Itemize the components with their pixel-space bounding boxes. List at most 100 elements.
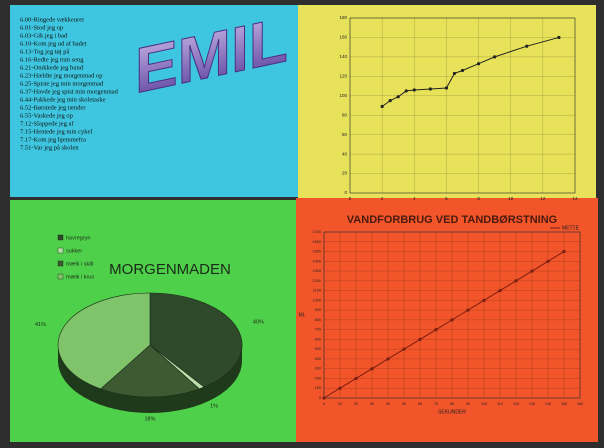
data-point: [557, 36, 560, 39]
x-tick-label: 160: [577, 402, 583, 406]
x-tick-label: 140: [545, 402, 551, 406]
y-tick-label: 20: [342, 171, 348, 176]
schedule-line: 6.21-Omkkede jeg hund: [20, 64, 84, 71]
board: EMIL 6.00-Ringede vækkeuret6.01-Stod jeg…: [0, 0, 604, 448]
data-point: [338, 387, 341, 390]
data-point: [466, 309, 469, 312]
x-tick-label: 80: [450, 402, 454, 406]
data-point: [418, 338, 421, 341]
y-tick-label: 700: [315, 328, 321, 332]
data-point: [354, 377, 357, 380]
schedule-line: 6.03-Gik jeg i bad: [20, 32, 68, 39]
schedule-line: 6.01-Stod jeg op: [20, 24, 63, 31]
data-point: [562, 250, 565, 253]
y-tick-label: 120: [339, 74, 347, 79]
data-point: [493, 55, 496, 58]
x-tick-label: 50: [402, 402, 406, 406]
x-tick-label: 20: [354, 402, 358, 406]
schedule-line: 7.17-Kom jeg hjemmefra: [20, 136, 86, 143]
schedule-line: 6.13-Tog jeg tøj på: [20, 48, 69, 55]
y-tick-label: 1500: [313, 250, 321, 254]
data-point: [546, 260, 549, 263]
y-tick-label: 1400: [313, 259, 321, 263]
x-tick-label: 14: [572, 196, 578, 201]
data-point: [405, 89, 408, 92]
y-tick-label: 40: [342, 151, 348, 156]
y-tick-label: 1000: [313, 298, 321, 302]
slice-label: 40%: [253, 320, 264, 326]
schedule-line: 6.00-Ringede vækkeuret: [20, 16, 84, 23]
y-tick-label: 200: [315, 376, 321, 380]
chart-title: MORGENMADEN: [109, 261, 231, 278]
x-tick-label: 90: [466, 402, 470, 406]
page: EMIL 6.00-Ringede vækkeuret6.01-Stod jeg…: [0, 0, 604, 448]
y-tick-label: 1600: [313, 240, 321, 244]
slice-label: 18%: [144, 416, 155, 422]
y-axis-label: ML: [299, 312, 306, 318]
data-point: [402, 348, 405, 351]
x-tick-label: 30: [370, 402, 374, 406]
schedule-line: 6.55-Vaskede jeg op: [20, 112, 73, 119]
legend-label: mælk i skål: [66, 260, 94, 267]
y-tick-label: 1100: [313, 289, 321, 293]
x-tick-label: 60: [418, 402, 422, 406]
schedule-line: 7.12-Slappede jeg af: [20, 120, 74, 127]
slice-label: 41%: [35, 322, 46, 328]
x-tick-label: 40: [386, 402, 390, 406]
data-point: [429, 87, 432, 90]
y-tick-label: 160: [339, 35, 347, 40]
x-tick-label: 130: [529, 402, 535, 406]
schedule-line: 6.10-Kom jeg ud af badet: [20, 40, 87, 47]
data-point: [453, 72, 456, 75]
legend-swatch: [58, 274, 63, 279]
schedule-line: 6.52-Børstede jeg tænder: [20, 104, 86, 111]
y-tick-label: 1200: [313, 279, 321, 283]
schedule-line: 7.51-Var jeg på skolen: [20, 144, 79, 151]
y-tick-label: 60: [342, 132, 348, 137]
data-point: [477, 62, 480, 65]
y-tick-label: 80: [342, 112, 348, 117]
x-tick-label: 10: [508, 196, 514, 201]
x-tick-label: 110: [497, 402, 503, 406]
data-point: [498, 289, 501, 292]
y-tick-label: 140: [339, 54, 347, 59]
x-tick-label: 0: [323, 402, 325, 406]
data-point: [322, 396, 325, 399]
data-point: [450, 318, 453, 321]
y-tick-label: 900: [315, 308, 321, 312]
y-tick-label: 300: [315, 367, 321, 371]
y-tick-label: 100: [315, 386, 321, 390]
y-tick-label: 800: [315, 318, 321, 322]
legend-swatch: [58, 235, 63, 240]
legend-label: METTE: [562, 225, 580, 231]
schedule-line: 6.44-Pakkede jeg min skoletaske: [20, 96, 106, 103]
slice-label: 1%: [210, 404, 218, 410]
y-tick-label: 1700: [313, 230, 321, 234]
schedule-line: 6.37-Havde jeg spist min morgenmad: [20, 88, 119, 95]
schedule-line: 6.25-Spiste jeg min morgenmad: [20, 80, 104, 87]
legend-swatch: [58, 248, 63, 253]
data-point: [370, 367, 373, 370]
y-tick-label: 100: [339, 93, 347, 98]
schedule-line: 6.16-Redte jeg min seng: [20, 56, 84, 63]
data-point: [397, 95, 400, 98]
x-tick-label: 100: [481, 402, 487, 406]
data-point: [413, 88, 416, 91]
data-point: [386, 357, 389, 360]
legend-swatch: [58, 261, 63, 266]
x-tick-label: 150: [561, 402, 567, 406]
data-point: [525, 45, 528, 48]
y-tick-label: 500: [315, 347, 321, 351]
schedule-line: 6.23-Hældte jeg morgenmad op: [20, 72, 103, 79]
chart-title: VANDFORBRUG VED TANDBØRSTNING: [347, 214, 557, 226]
data-point: [482, 299, 485, 302]
y-tick-label: 180: [339, 15, 347, 20]
y-tick-label: 400: [315, 357, 321, 361]
legend-label: havregryn: [66, 235, 90, 241]
y-tick-label: 1300: [313, 269, 321, 273]
data-point: [434, 328, 437, 331]
x-axis-label: SEKUNDER: [438, 409, 466, 415]
y-tick-label: 600: [315, 337, 321, 341]
x-tick-label: 12: [540, 196, 546, 201]
legend-label: mælk i krus: [66, 274, 94, 280]
